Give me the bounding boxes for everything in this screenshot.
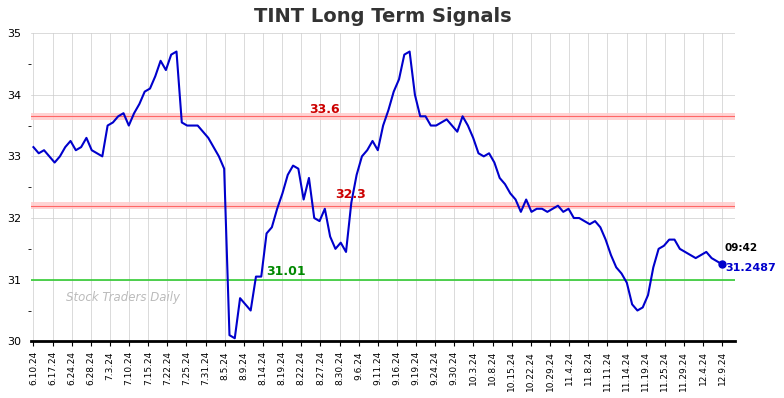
Bar <box>31 113 735 120</box>
Text: Stock Traders Daily: Stock Traders Daily <box>66 291 180 304</box>
Title: TINT Long Term Signals: TINT Long Term Signals <box>254 7 512 26</box>
Text: 32.3: 32.3 <box>336 188 366 201</box>
Text: 31.2487: 31.2487 <box>725 263 775 273</box>
Text: 09:42: 09:42 <box>725 243 758 253</box>
Text: 31.01: 31.01 <box>267 265 307 278</box>
Bar <box>31 202 735 209</box>
Text: 33.6: 33.6 <box>309 103 339 116</box>
